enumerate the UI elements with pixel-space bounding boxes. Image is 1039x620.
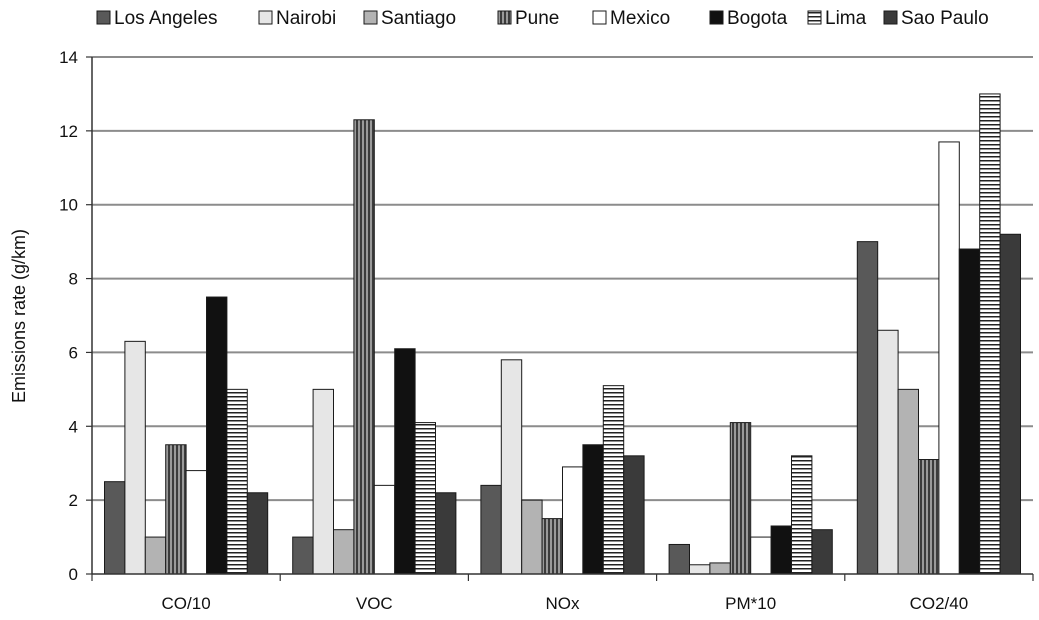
bar-santiago bbox=[709, 562, 731, 575]
bar-los-angeles bbox=[856, 241, 879, 575]
x-tick-label: CO2/40 bbox=[910, 594, 969, 613]
bar-sao-paulo bbox=[811, 529, 833, 575]
bar-santiago bbox=[897, 388, 919, 575]
legend-swatch bbox=[96, 10, 111, 25]
bar-sao-paulo bbox=[435, 492, 457, 575]
bar-nairobi bbox=[689, 564, 711, 575]
bar-pune bbox=[541, 518, 563, 575]
legend-label: Nairobi bbox=[276, 8, 336, 29]
bar-mexico bbox=[562, 466, 584, 575]
bar-santiago bbox=[521, 499, 543, 575]
bar-lima bbox=[791, 455, 813, 575]
y-tick-label: 2 bbox=[69, 491, 78, 510]
y-tick-label: 10 bbox=[59, 196, 78, 215]
bars bbox=[104, 93, 1021, 575]
y-tick-label: 0 bbox=[69, 565, 78, 584]
legend-label: Santiago bbox=[381, 8, 456, 29]
y-tick-label: 8 bbox=[69, 270, 78, 289]
gridlines bbox=[92, 56, 1033, 502]
legend-label: Pune bbox=[515, 8, 559, 29]
bar-sao-paulo bbox=[623, 455, 645, 575]
bar-mexico bbox=[938, 141, 960, 575]
y-axis-ticks: 0 2 4 6 8 10 12 14 bbox=[59, 48, 92, 584]
x-tick-label: CO/10 bbox=[162, 594, 211, 613]
axes bbox=[91, 57, 1033, 575]
legend: Los Angeles Nairobi Santiago Pune Mexico Bogo… bbox=[96, 8, 989, 29]
bar-los-angeles bbox=[480, 484, 502, 575]
y-tick-label: 4 bbox=[69, 417, 78, 436]
x-axis-ticks: CO/10 VOC NOx PM*10 CO2/40 bbox=[91, 574, 1034, 613]
bar-bogota bbox=[958, 248, 981, 575]
bar-lima bbox=[414, 422, 437, 575]
bar-nairobi bbox=[500, 359, 523, 575]
bar-mexico bbox=[373, 484, 396, 575]
bar-pune bbox=[353, 119, 375, 575]
y-tick-label: 14 bbox=[59, 48, 78, 67]
y-axis-label: Emissions rate (g/km) bbox=[9, 229, 29, 403]
bar-santiago bbox=[144, 536, 167, 575]
bar-lima bbox=[602, 385, 625, 575]
bar-sao-paulo bbox=[999, 233, 1021, 575]
bar-los-angeles bbox=[104, 481, 126, 575]
legend-swatch bbox=[807, 10, 822, 25]
legend-swatch bbox=[497, 10, 512, 25]
bar-sao-paulo bbox=[246, 492, 269, 575]
bar-mexico bbox=[750, 536, 772, 575]
legend-swatch bbox=[258, 10, 273, 25]
legend-swatch bbox=[883, 10, 898, 25]
x-tick-label: NOx bbox=[546, 594, 581, 613]
bar-pune bbox=[165, 444, 187, 575]
x-tick-label: PM*10 bbox=[725, 594, 776, 613]
bar-los-angeles bbox=[292, 536, 314, 575]
bar-bogota bbox=[394, 348, 416, 575]
bar-lima bbox=[226, 388, 248, 575]
legend-label: Sao Paulo bbox=[901, 8, 989, 29]
legend-label: Los Angeles bbox=[114, 8, 218, 29]
bar-nairobi bbox=[124, 340, 146, 575]
bar-bogota bbox=[582, 444, 604, 575]
legend-swatch bbox=[709, 10, 724, 25]
legend-swatch bbox=[363, 10, 378, 25]
bar-mexico bbox=[185, 470, 208, 575]
bar-bogota bbox=[206, 296, 228, 575]
legend-label: Bogota bbox=[727, 8, 788, 29]
y-tick-label: 12 bbox=[59, 122, 78, 141]
bar-pune bbox=[918, 459, 940, 575]
x-tick-label: VOC bbox=[356, 594, 393, 613]
legend-label: Mexico bbox=[610, 8, 670, 29]
bar-pune bbox=[729, 422, 752, 575]
bar-lima bbox=[979, 93, 1001, 575]
legend-label: Lima bbox=[825, 8, 867, 29]
legend-swatch bbox=[592, 10, 607, 25]
bar-nairobi bbox=[312, 388, 335, 575]
bar-santiago bbox=[333, 529, 355, 575]
bar-nairobi bbox=[877, 329, 899, 575]
bar-los-angeles bbox=[668, 543, 690, 575]
y-tick-label: 6 bbox=[69, 343, 78, 362]
bar-bogota bbox=[770, 525, 792, 575]
